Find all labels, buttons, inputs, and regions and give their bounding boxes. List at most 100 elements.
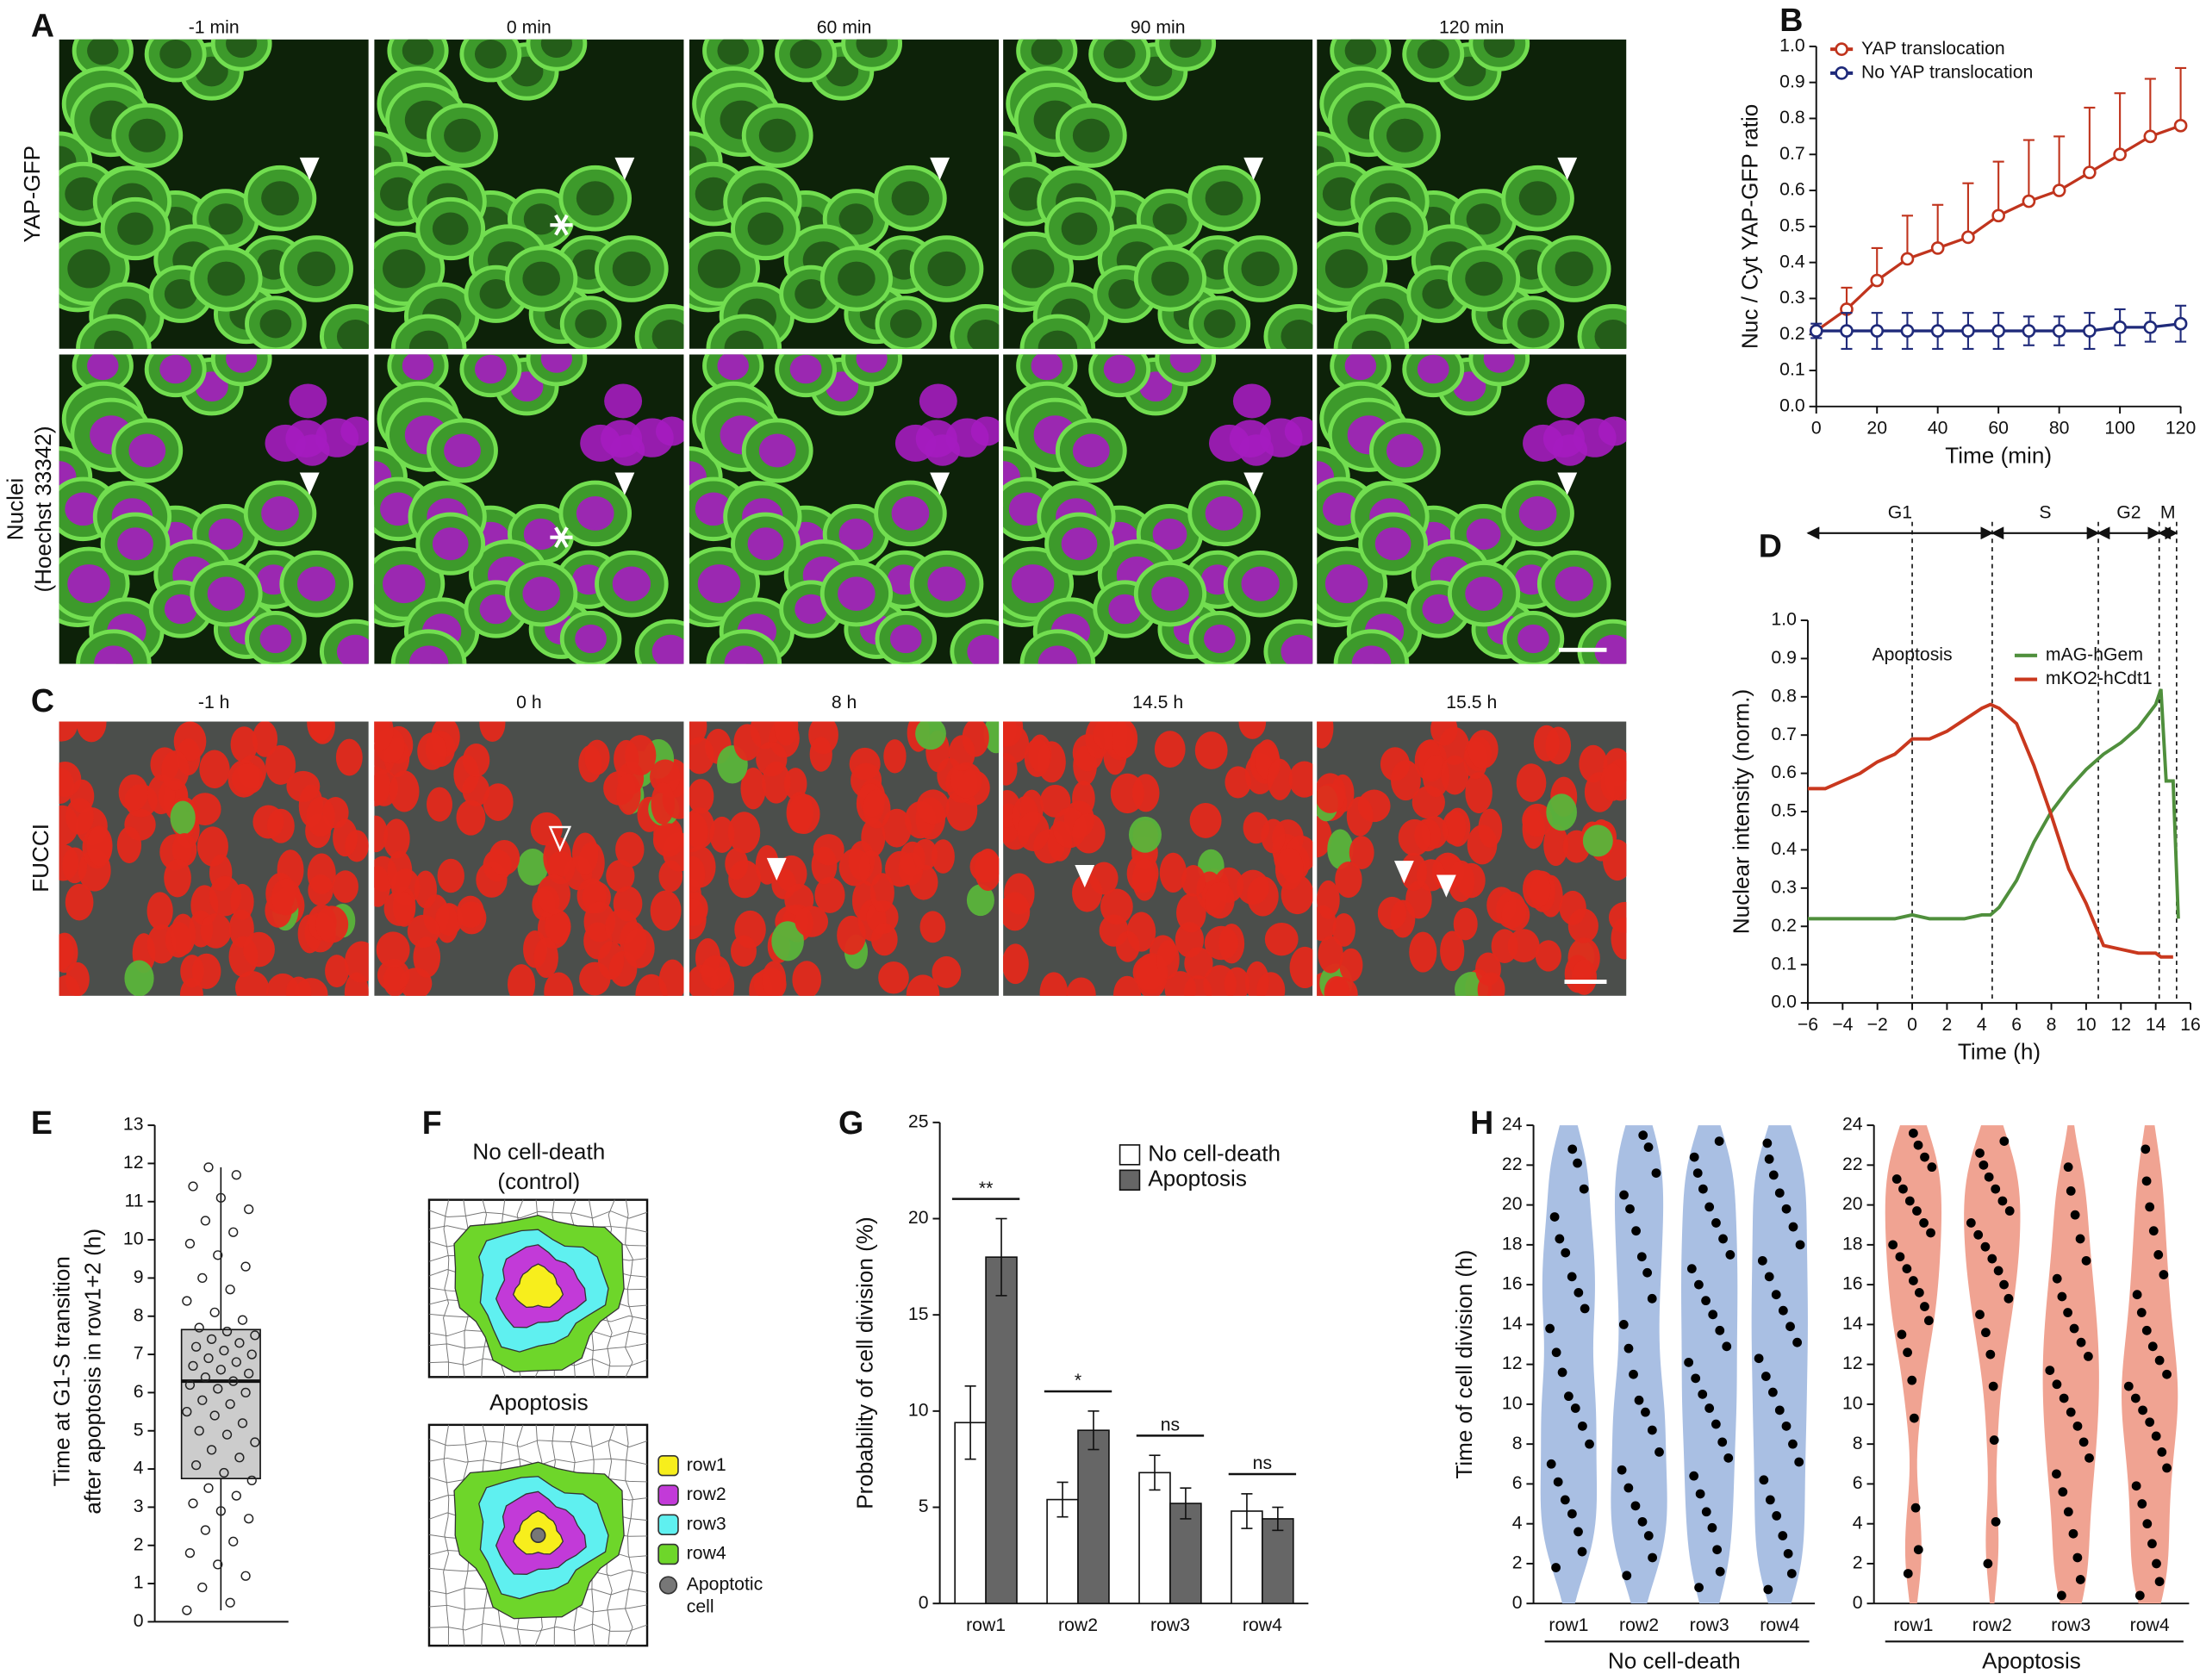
point [1555,1234,1565,1244]
nucleus [164,594,197,625]
nucleus [689,737,714,775]
point [1704,1202,1715,1212]
nucleus [307,853,336,894]
nucleus [517,848,548,886]
point [1788,1222,1798,1232]
nucleus [1600,763,1625,801]
point [1622,1571,1632,1581]
nucleus [1517,624,1549,654]
nucleus [838,261,876,296]
point [244,1368,254,1378]
marker [1961,324,1975,338]
x-axis-label: Time (h) [1958,1039,2041,1065]
point [1698,1389,1708,1399]
nucleus [171,833,197,867]
point [1895,1252,1905,1262]
nucleus [1335,862,1362,899]
nucleus [1184,947,1213,980]
point [1897,1329,1907,1340]
nucleus [1317,773,1346,813]
marker [2052,184,2066,197]
point [1760,1372,1771,1381]
nucleus [651,320,684,349]
nucleus [597,941,625,980]
nucleus [919,911,946,943]
nucleus [209,518,243,551]
cell-edge [428,1623,648,1632]
x-tick-label: −4 [1832,1015,1853,1035]
point [1888,1240,1898,1250]
nucleus [724,330,764,349]
nucleus [792,961,822,996]
nucleus [740,768,766,810]
marker [1930,241,1945,255]
point [2141,1176,2152,1186]
nucleus [1491,929,1518,964]
nucleus [1205,495,1243,531]
point [237,1315,248,1325]
point [1684,1357,1694,1367]
nucleus [1151,576,1189,612]
nucleus [1501,899,1530,931]
point [1577,1546,1587,1557]
micrograph [689,39,1000,349]
point [1909,1413,1919,1423]
nucleus [1241,566,1280,601]
nucleus [1518,181,1557,216]
arrowhead [614,472,635,495]
nucleus [795,278,828,309]
nucleus [289,383,327,419]
axis-label: Time of cell division (h) [1451,1250,1477,1479]
legend-label: mKO2-hCdt1 [2046,669,2153,688]
diagram-title: (control) [497,1168,580,1194]
point [2131,1481,2141,1491]
nucleus [231,763,264,795]
annotation: Apoptosis [1872,644,1952,664]
point [2136,1308,2147,1317]
nucleus [1468,730,1499,769]
nucleus [376,931,410,968]
point [1623,1343,1634,1353]
y-tick-label: 3 [134,1496,144,1516]
marker [1809,324,1823,338]
point [215,1506,226,1516]
micrograph [1317,354,1627,664]
nucleus [479,721,506,742]
nucleus [474,40,507,69]
point [1725,1250,1736,1260]
nucleus [444,433,481,468]
point [1920,1152,1929,1162]
marker [2173,316,2188,331]
nucleus [544,972,574,996]
nucleus [652,823,684,857]
nucleus [479,594,513,625]
point [1567,1272,1577,1282]
point [2137,1499,2147,1509]
nucleus [727,812,761,854]
panel-letter: F [422,1104,442,1141]
apoptotic-cell [530,1528,546,1543]
nucleus [266,808,295,843]
point [2063,1162,2073,1173]
point [188,1181,198,1192]
violin [2122,1125,2178,1604]
legend-label: row1 [687,1455,726,1475]
nucleus [387,850,413,893]
x-tick-label: 6 [2011,1015,2022,1035]
arrowhead [1243,157,1264,180]
panel-letter: D [1759,528,1782,564]
nucleus [1555,251,1593,287]
nucleus [230,883,254,920]
y-tick-label: 8 [1512,1434,1523,1453]
y-tick-label: 0.9 [1779,72,1805,91]
point [225,1285,235,1295]
x-tick-label: 80 [2049,419,2070,439]
point [1573,1158,1582,1168]
nucleus [1159,852,1187,893]
nucleus [1039,972,1069,996]
x-tick-label: 10 [2076,1015,2097,1035]
nucleus [1351,330,1392,349]
legend-label: Apoptotic [687,1575,763,1595]
point [1757,1255,1767,1266]
x-tick-label: −6 [1798,1015,1818,1035]
